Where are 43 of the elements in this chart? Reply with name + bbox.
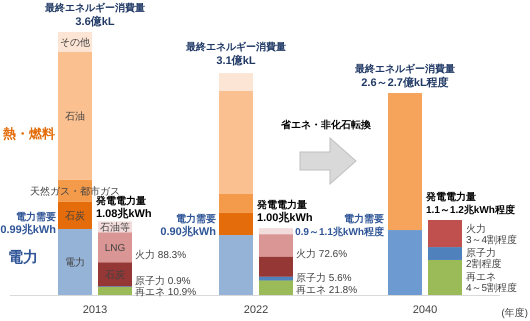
annotation: 3～4割程度 [466, 234, 518, 246]
text: 3.6億kL [75, 15, 115, 28]
text: 最終エネルギー消費量 [44, 2, 145, 14]
annotation: 最終エネルギー消費量 [185, 41, 286, 53]
annotation: 原子力 2割程度 [466, 247, 502, 270]
annotation: 0.90兆kWh [160, 225, 216, 238]
annotation: 発電電力量 [95, 195, 146, 207]
annotation: 火力 72.6% [296, 248, 348, 260]
annotation: 原子力 0.9% [135, 275, 191, 287]
annotation: 1.00兆kWh [257, 211, 313, 224]
series-label: 石油等 [100, 221, 130, 234]
annotation: 電力需要 [176, 213, 216, 225]
annotation: 2.6～2.7億kL程度 [361, 76, 449, 89]
text: (年度) [501, 307, 528, 319]
annotation: 1.08兆kWh [96, 207, 152, 220]
annotation: 発電電力量 [256, 199, 307, 211]
annotation: 再エネ 10.9% [135, 287, 196, 298]
series-label: 石炭 [105, 268, 125, 281]
x-tick-label: 2040 [412, 304, 438, 316]
series-label: 石炭 [65, 210, 85, 222]
annotation: 原子力 5.6% [296, 272, 352, 284]
annotation: 省エネ・非化石転換 [280, 119, 372, 131]
x-tick-label: 2013 [82, 304, 108, 316]
series-label: 石油 [65, 110, 85, 122]
annotation: 再エネ [466, 272, 496, 283]
annotation: 電力 [8, 249, 38, 266]
annotation: 3.1億kL [216, 54, 256, 67]
annotation: 再エネ 21.8% [296, 285, 358, 296]
series-label: その他 [60, 36, 90, 48]
annotation: 発電電力量 [425, 191, 476, 203]
annotation: 0.9～1.1兆kWh程度 [295, 226, 384, 238]
series-label: LNG [104, 242, 126, 254]
annotation: 最終エネルギー消費量 [354, 63, 455, 75]
annotation: 1.1～1.2兆kWh程度 [426, 204, 515, 216]
x-tick-label: 2022 [244, 304, 268, 316]
annotation: 4～5割程度 [466, 282, 518, 294]
series-label: 電力 [65, 256, 85, 268]
annotation: 熱・燃料 [2, 126, 55, 141]
annotation: 火力 88.3% [135, 249, 186, 261]
annotation: 電力需要 [344, 213, 384, 225]
annotation: 0.99兆kWh [0, 223, 56, 236]
annotation: 火力 [466, 223, 486, 235]
annotation: 電力需要 [16, 211, 56, 223]
